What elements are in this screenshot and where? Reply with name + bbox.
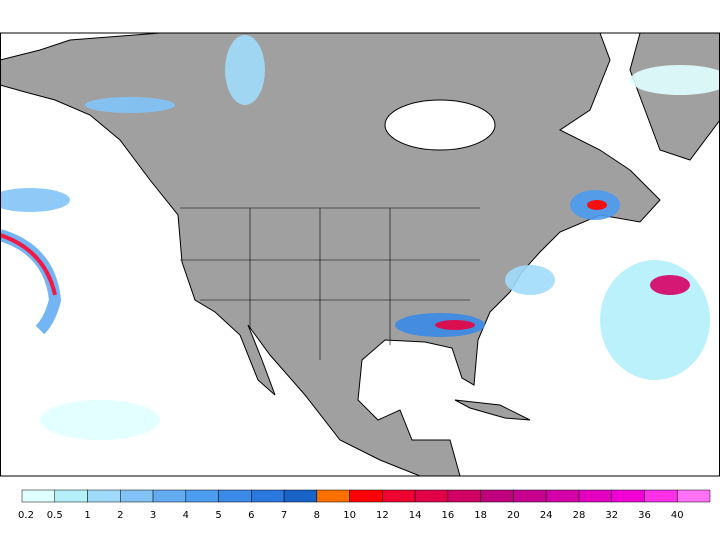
colorbar-label: 4 <box>183 510 189 521</box>
colorbar-box <box>545 489 580 503</box>
colorbar-label: 0.5 <box>47 510 63 521</box>
colorbar-label: 12 <box>376 510 389 521</box>
colorbar-box <box>414 489 449 503</box>
colorbar-label: 2 <box>117 510 123 521</box>
precip-heavy <box>435 320 475 330</box>
precip-heavy <box>0 233 57 296</box>
cuba <box>454 399 531 421</box>
colorbar-box <box>251 489 285 503</box>
colorbar-label: 24 <box>540 510 553 521</box>
colorbar-box <box>316 489 350 503</box>
colorbar: 0.2 0.5 1 2 3 4 5 6 7 8 10 12 14 16 18 20 24 28 32 36 40 <box>18 489 711 521</box>
map <box>0 32 720 477</box>
colorbar-label: 36 <box>638 510 651 521</box>
colorbar-label: 32 <box>605 510 618 521</box>
colorbar-box <box>21 489 56 503</box>
colorbar-box <box>218 489 252 503</box>
precip-heavy <box>587 200 607 210</box>
colorbar-label: 3 <box>150 510 156 521</box>
colorbar-box <box>676 489 711 503</box>
colorbar-label: 6 <box>248 510 254 521</box>
precip-heavy <box>650 275 690 295</box>
hudson-bay <box>384 99 496 151</box>
precip-area <box>630 65 720 95</box>
colorbar-label: 20 <box>507 510 520 521</box>
colorbar-label: 8 <box>314 510 320 521</box>
colorbar-label: 1 <box>84 510 90 521</box>
colorbar-label: 18 <box>474 510 487 521</box>
colorbar-box <box>152 489 187 503</box>
colorbar-label: 16 <box>442 510 455 521</box>
colorbar-box <box>87 489 121 503</box>
colorbar-box <box>480 489 514 503</box>
colorbar-label: 14 <box>409 510 422 521</box>
colorbar-box <box>382 489 416 503</box>
colorbar-box <box>54 489 88 503</box>
colorbar-label: 28 <box>573 510 586 521</box>
colorbar-box <box>578 489 612 503</box>
precip-area <box>600 260 710 380</box>
colorbar-label: 7 <box>281 510 287 521</box>
colorbar-label: 40 <box>671 510 684 521</box>
precip-area <box>225 35 265 105</box>
us-borders <box>180 207 480 360</box>
precip-area <box>40 400 160 440</box>
precip-area <box>0 188 70 212</box>
colorbar-box <box>644 489 678 503</box>
precipitation <box>0 35 720 440</box>
colorbar-box <box>120 489 154 503</box>
colorbar-box <box>283 489 318 503</box>
colorbar-box <box>447 489 481 503</box>
colorbar-box <box>611 489 645 503</box>
colorbar-box <box>513 489 547 503</box>
colorbar-label: 10 <box>343 510 356 521</box>
colorbar-box <box>185 489 219 503</box>
precip-area <box>505 265 555 295</box>
colorbar-label: 5 <box>215 510 221 521</box>
colorbar-box <box>349 489 383 503</box>
colorbar-label: 0.2 <box>18 510 34 521</box>
north-america <box>0 32 661 477</box>
precip-area <box>85 97 175 113</box>
